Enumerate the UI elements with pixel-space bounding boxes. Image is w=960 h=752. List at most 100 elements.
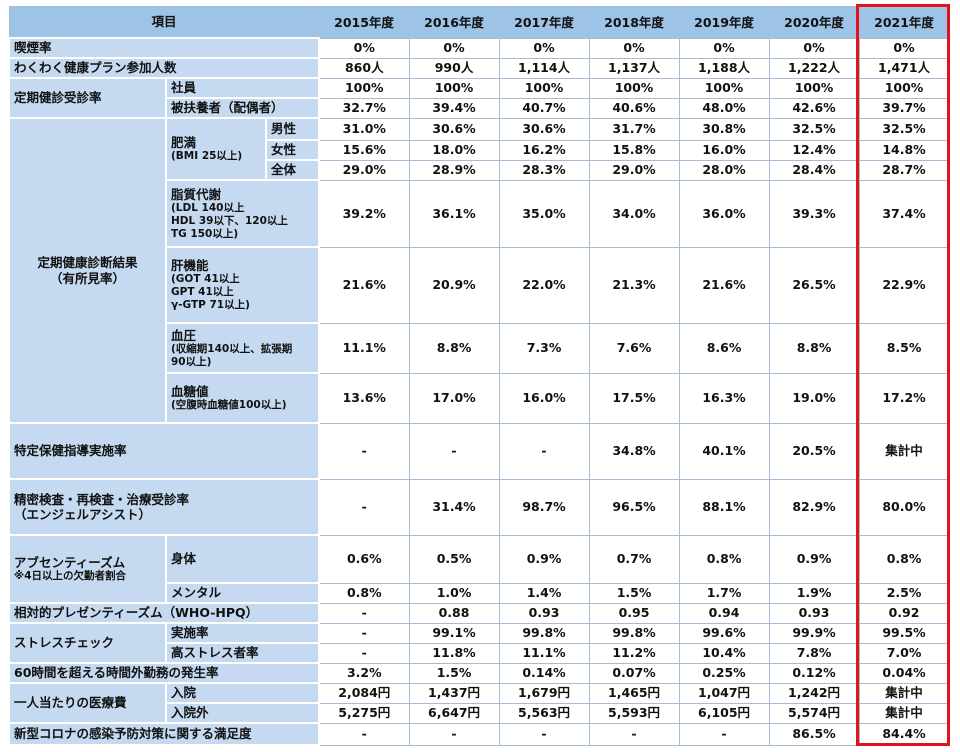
value-cell: 0.07% xyxy=(588,662,680,684)
value-cell: 22.9% xyxy=(858,246,950,324)
value-cell: 17.5% xyxy=(588,372,680,424)
value-cell: 21.3% xyxy=(588,246,680,324)
value-cell: - xyxy=(318,422,410,480)
value-cell: 1.0% xyxy=(408,582,500,604)
value-cell: 32.5% xyxy=(858,117,950,141)
value-cell: - xyxy=(588,722,680,746)
value-cell: 99.6% xyxy=(678,622,770,644)
value-cell: 39.3% xyxy=(768,179,860,248)
value-cell: 100% xyxy=(498,77,590,99)
value-cell: 1.7% xyxy=(678,582,770,604)
value-cell: 34.0% xyxy=(588,179,680,248)
value-cell: 990人 xyxy=(408,57,500,79)
row-label: 相対的プレゼンティーズム（WHO-HPQ） xyxy=(7,602,321,624)
value-cell: 32.7% xyxy=(318,97,410,119)
value-cell: 13.6% xyxy=(318,372,410,424)
row-label: 60時間を超える時間外勤務の発生率 xyxy=(7,662,321,684)
value-cell: 1,114人 xyxy=(498,57,590,79)
table-row: 女性 15.6% 18.0% 16.2% 15.8% 16.0% 12.4% 14.8% xyxy=(9,139,950,161)
row-label: 高ストレス者率 xyxy=(164,642,321,664)
row-label: わくわく健康プラン参加人数 xyxy=(7,57,321,79)
row-label: 社員 xyxy=(164,77,321,99)
row-label: 定期健診受診率 xyxy=(8,77,167,119)
value-cell: 集計中 xyxy=(858,422,950,480)
value-cell: 0.5% xyxy=(408,534,500,584)
value-cell: 31.0% xyxy=(318,117,410,141)
value-cell: 17.0% xyxy=(408,372,500,424)
label-text: 入院 xyxy=(171,685,197,701)
label-text: 実施率 xyxy=(171,625,209,641)
value-cell: 0.25% xyxy=(678,662,770,684)
value-cell: 11.2% xyxy=(588,642,680,664)
value-cell: 12.4% xyxy=(768,139,860,161)
value-cell: 31.4% xyxy=(408,478,500,536)
header-year: 2016年度 xyxy=(408,6,500,39)
value-cell: - xyxy=(498,722,590,746)
label-note: (収縮期140以上、拡張期 xyxy=(171,342,293,355)
value-cell: 0.12% xyxy=(768,662,860,684)
value-cell: 16.2% xyxy=(498,139,590,161)
label-text: 相対的プレゼンティーズム（WHO-HPQ） xyxy=(14,605,259,621)
value-cell: 0% xyxy=(408,37,500,59)
value-cell: 1,188人 xyxy=(678,57,770,79)
value-cell: 0.04% xyxy=(858,662,950,684)
value-cell: 1.5% xyxy=(408,662,500,684)
value-cell: 1.5% xyxy=(588,582,680,604)
table-row: 高ストレス者率 -11.8% 11.1% 11.2% 10.4% 7.8% 7.0% xyxy=(9,642,950,664)
row-label: 血糖値 (空腹時血糖値100以上) xyxy=(164,372,321,424)
value-cell: 28.0% xyxy=(678,159,770,181)
value-cell: 29.0% xyxy=(588,159,680,181)
value-cell: 40.6% xyxy=(588,97,680,119)
table-row: 定期健診受診率 社員 100% 100% 100% 100% 100% 100% 100% xyxy=(8,77,950,119)
value-cell: 0.95 xyxy=(588,602,680,624)
value-cell: 32.5% xyxy=(768,117,860,141)
value-cell: 100% xyxy=(768,77,860,99)
value-cell: 8.5% xyxy=(858,322,950,374)
value-cell: 40.7% xyxy=(498,97,590,119)
value-cell: 10.4% xyxy=(678,642,770,664)
value-cell: 0.88 xyxy=(408,602,500,624)
label-text: 肥満 xyxy=(171,134,197,150)
value-cell: 3.2% xyxy=(318,662,410,684)
value-cell: 39.4% xyxy=(408,97,500,119)
value-cell: 98.7% xyxy=(498,478,590,536)
table-row: 一人当たりの医療費 入院 2,084円 1,437円 1,679円 1,465円 1,047… xyxy=(8,682,950,724)
table-row: 肝機能 (GOT 41以上 GPT 41以上 γ-GTP 71以上) 21.6% 20.9… xyxy=(9,246,950,324)
table-row: 定期健康診断結果 （有所見率） 肥満 (BMI 25以上) 男性 31.0% 30.6% 30… xyxy=(8,117,950,424)
value-cell: 48.0% xyxy=(678,97,770,119)
table-row: わくわく健康プラン参加人数 860人 990人 1,114人 1,137人 1,188人 1… xyxy=(7,57,950,79)
value-cell: 84.4% xyxy=(858,722,950,746)
value-cell: 1,137人 xyxy=(588,57,680,79)
table-row: 脂質代謝 (LDL 140以上 HDL 39以下、120以上 TG 150以上) 39.… xyxy=(9,179,950,248)
value-cell: 0.93 xyxy=(768,602,860,624)
label-text: 脂質代謝 xyxy=(171,186,222,202)
label-text: 肝機能 xyxy=(171,258,209,274)
value-cell: 36.0% xyxy=(678,179,770,248)
header-row: 項目 2015年度 2016年度 2017年度 2018年度 2019年度 2020年度 20… xyxy=(8,6,950,39)
value-cell: 100% xyxy=(408,77,500,99)
value-cell: 26.5% xyxy=(768,246,860,324)
row-label: 新型コロナの感染予防対策に関する満足度 xyxy=(7,722,321,746)
value-cell: 8.8% xyxy=(408,322,500,374)
value-cell: 16.0% xyxy=(498,372,590,424)
table-row: 被扶養者（配偶者） 32.7% 39.4% 40.7% 40.6% 48.0% 42.6% 3… xyxy=(9,97,950,119)
label-text: 身体 xyxy=(171,551,197,567)
value-cell: 0.6% xyxy=(318,534,410,584)
value-cell: 42.6% xyxy=(768,97,860,119)
value-cell: 8.6% xyxy=(678,322,770,374)
header-year: 2017年度 xyxy=(498,6,590,39)
value-cell: 35.0% xyxy=(498,179,590,248)
value-cell: 0.94 xyxy=(678,602,770,624)
value-cell: 11.1% xyxy=(318,322,410,374)
value-cell: 22.0% xyxy=(498,246,590,324)
value-cell: 0% xyxy=(588,37,680,59)
value-cell: 17.2% xyxy=(858,372,950,424)
value-cell: 1,471人 xyxy=(858,57,950,79)
value-cell: 5,563円 xyxy=(498,702,590,724)
label-line: 定期健康診断結果 xyxy=(37,255,138,271)
row-label: 一人当たりの医療費 xyxy=(8,682,167,724)
value-cell: 7.8% xyxy=(768,642,860,664)
value-cell: 0.8% xyxy=(858,534,950,584)
value-cell: 15.6% xyxy=(318,139,410,161)
value-cell: 0.9% xyxy=(498,534,590,584)
